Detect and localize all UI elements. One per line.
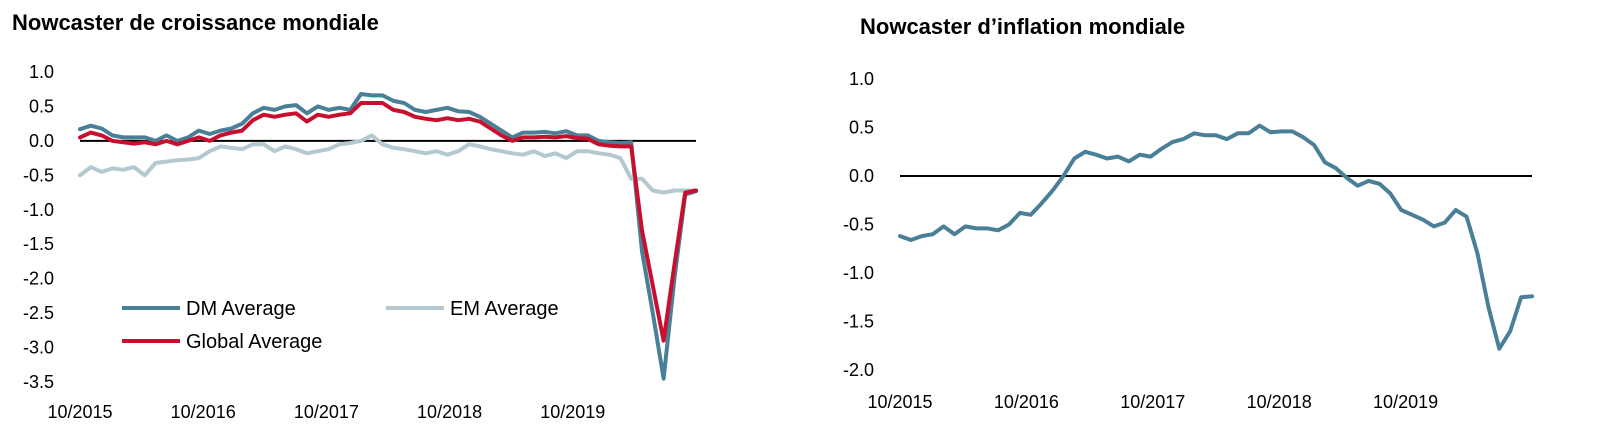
y-tick-label: -2.5 bbox=[23, 303, 54, 323]
x-tick-label: 10/2017 bbox=[1120, 392, 1185, 412]
x-tick-label: 10/2016 bbox=[171, 402, 236, 422]
y-tick-label: 0.5 bbox=[29, 96, 54, 116]
y-tick-label: -0.5 bbox=[843, 215, 874, 235]
y-tick-label: -3.0 bbox=[23, 338, 54, 358]
series-line-dm-average bbox=[78, 92, 698, 381]
y-tick-label: -1.0 bbox=[843, 263, 874, 283]
y-tick-label: 1.0 bbox=[849, 69, 874, 89]
y-tick-label: -1.0 bbox=[23, 200, 54, 220]
y-tick-label: -2.0 bbox=[23, 269, 54, 289]
chart-title-growth: Nowcaster de croissance mondiale bbox=[12, 10, 379, 35]
chart-title-inflation: Nowcaster d’inflation mondiale bbox=[860, 14, 1186, 39]
x-tick-label: 10/2015 bbox=[47, 402, 112, 422]
legend-label-global-average: Global Average bbox=[186, 331, 322, 353]
y-tick-label: 0.5 bbox=[849, 118, 874, 138]
x-tick-label: 10/2017 bbox=[294, 402, 359, 422]
y-tick-label: 1.0 bbox=[29, 62, 54, 82]
legend-label-em-average: EM Average bbox=[450, 298, 559, 320]
y-tick-label: -0.5 bbox=[23, 165, 54, 185]
y-tick-label: -2.0 bbox=[843, 360, 874, 380]
x-tick-label: 10/2018 bbox=[417, 402, 482, 422]
y-tick-label: 0.0 bbox=[29, 131, 54, 151]
y-tick-label: 0.0 bbox=[849, 166, 874, 186]
y-tick-label: -1.5 bbox=[23, 234, 54, 254]
x-tick-label: 10/2016 bbox=[994, 392, 1059, 412]
y-tick-label: -3.5 bbox=[23, 372, 54, 392]
series-line-global-average bbox=[78, 101, 698, 343]
series-line-em-average bbox=[78, 133, 698, 195]
x-tick-label: 10/2015 bbox=[867, 392, 932, 412]
legend-label-dm-average: DM Average bbox=[186, 298, 296, 320]
y-tick-label: -1.5 bbox=[843, 312, 874, 332]
x-tick-label: 10/2019 bbox=[540, 402, 605, 422]
x-tick-label: 10/2019 bbox=[1373, 392, 1438, 412]
x-tick-label: 10/2018 bbox=[1247, 392, 1312, 412]
series-line-inflation bbox=[898, 123, 1534, 351]
